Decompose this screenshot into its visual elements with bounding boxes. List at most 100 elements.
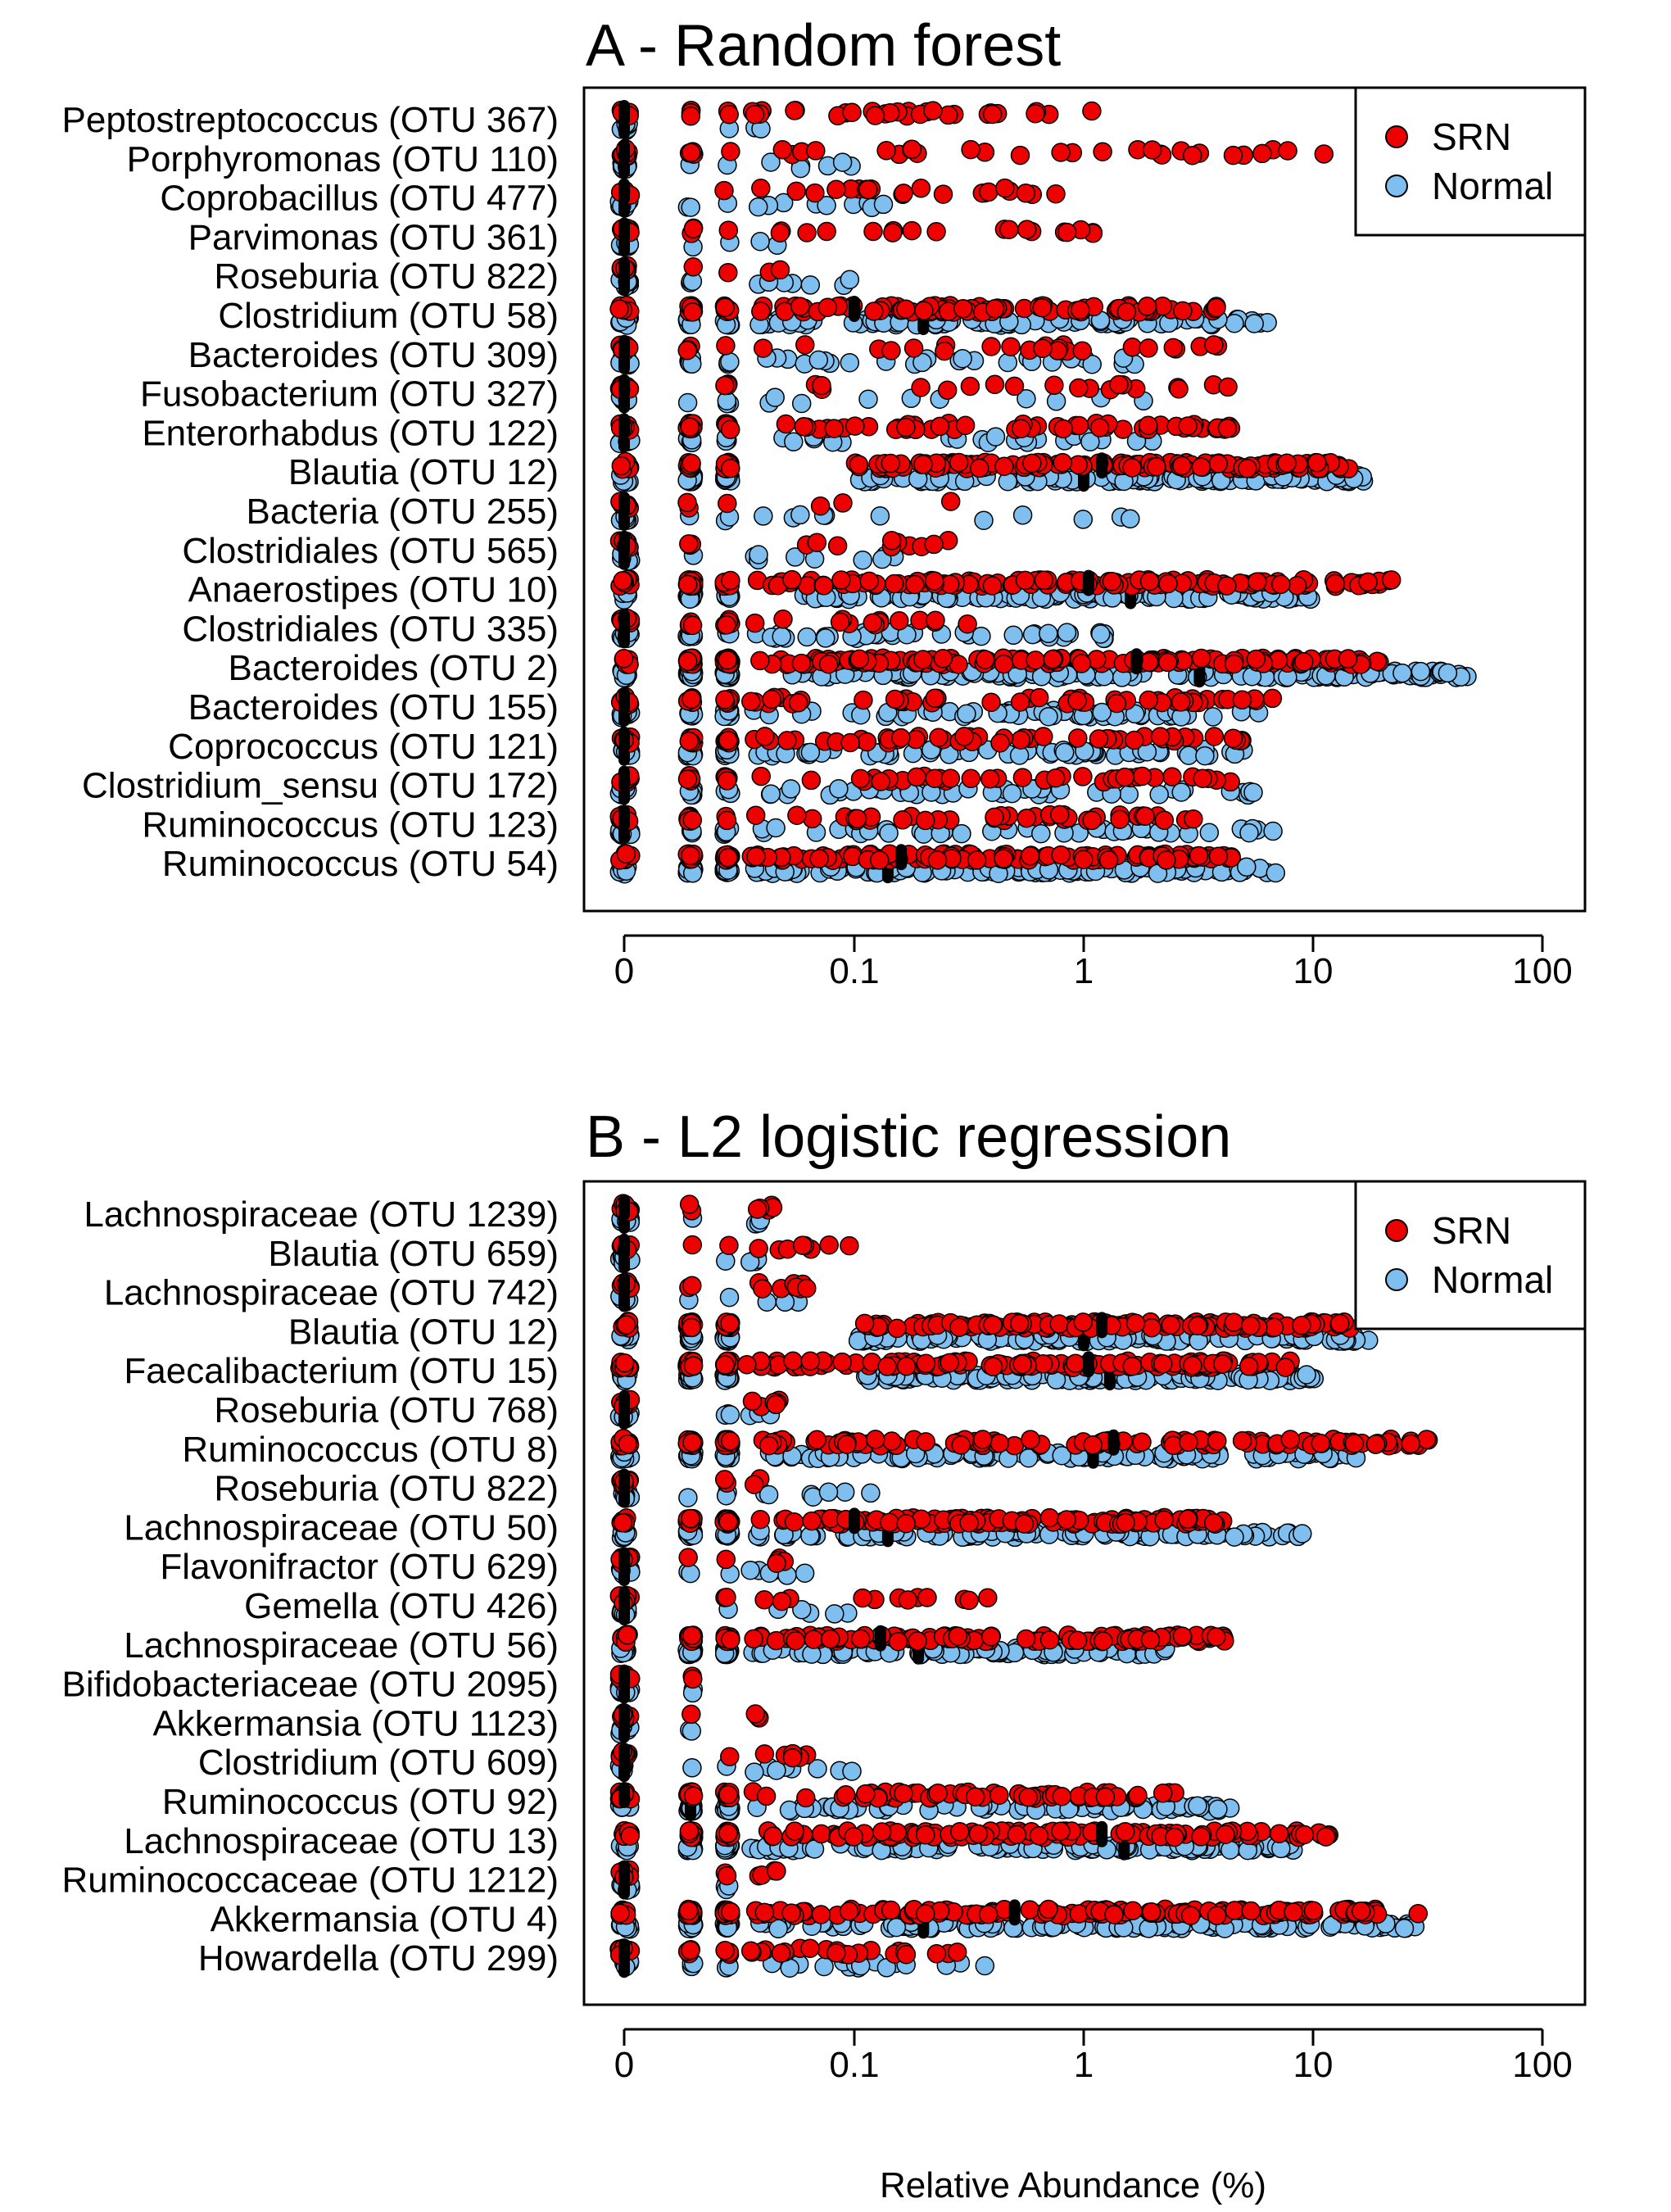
srn-point: [804, 1630, 824, 1649]
srn-point: [1262, 688, 1283, 709]
normal-point: [840, 270, 860, 290]
srn-point: [927, 850, 948, 870]
srn-point: [917, 1588, 937, 1607]
normal-point: [974, 510, 994, 530]
srn-point: [954, 727, 974, 746]
normal-point: [765, 388, 785, 407]
srn-point: [613, 1512, 633, 1533]
srn-point: [951, 1435, 971, 1455]
srn-point: [753, 338, 773, 358]
srn-point: [782, 569, 802, 590]
srn-point: [1053, 452, 1072, 473]
srn-point: [614, 649, 634, 669]
row-label: Lachnospiraceae (OTU 1239): [84, 1194, 559, 1235]
srn-point: [967, 850, 987, 870]
srn-point: [812, 375, 831, 396]
row-label: Bacteroides (OTU 155): [188, 687, 559, 728]
srn-point: [1107, 693, 1127, 714]
normal-point: [745, 1762, 764, 1782]
normal-point: [858, 389, 878, 410]
srn-point: [871, 772, 890, 791]
srn-point: [832, 1352, 852, 1372]
srn-point: [885, 689, 905, 709]
srn-point: [682, 1625, 702, 1646]
srn-point: [1021, 1430, 1040, 1449]
row-label: Coprococcus (OTU 121): [168, 727, 559, 767]
row-label: Enterorhabdus (OTU 122): [142, 413, 559, 453]
srn-point: [881, 341, 901, 360]
row-label: Ruminococcus (OTU 8): [182, 1430, 559, 1470]
srn-median: [618, 765, 630, 792]
srn-median: [1082, 569, 1094, 596]
srn-point: [903, 338, 924, 358]
srn-point: [759, 1435, 779, 1456]
normal-point: [985, 427, 1006, 446]
normal-point: [749, 545, 768, 564]
srn-point: [1154, 1510, 1174, 1530]
srn-point: [1011, 419, 1031, 439]
normal-point: [720, 352, 740, 372]
srn-point: [806, 141, 826, 161]
legend-box: [1354, 86, 1587, 237]
srn-point: [1338, 649, 1358, 669]
srn-point: [1049, 805, 1070, 825]
srn-median: [618, 805, 630, 832]
srn-point: [925, 688, 945, 708]
srn-point: [913, 650, 933, 669]
srn-point: [785, 101, 804, 120]
srn-point: [896, 417, 916, 437]
srn-median: [618, 1586, 630, 1612]
srn-point: [1163, 338, 1184, 358]
srn-point: [1147, 456, 1166, 477]
normal-point: [678, 1488, 698, 1507]
srn-point: [1057, 1510, 1076, 1530]
srn-point: [1073, 767, 1093, 786]
srn-point: [857, 732, 877, 752]
srn-point: [683, 1669, 703, 1689]
srn-point: [817, 297, 838, 318]
srn-point: [978, 1588, 998, 1608]
srn-point: [719, 104, 739, 125]
srn-point: [1240, 1316, 1261, 1336]
chart-title: B - L2 logistic regression: [586, 1104, 1231, 1170]
srn-point: [817, 221, 836, 242]
srn-point: [1212, 1354, 1233, 1374]
srn-point: [751, 766, 771, 786]
srn-point: [1161, 1315, 1181, 1335]
normal-point: [682, 1758, 702, 1778]
srn-point: [854, 1313, 875, 1334]
srn-point: [1067, 691, 1087, 710]
srn-median: [849, 296, 860, 322]
srn-point: [750, 1509, 771, 1530]
srn-point: [613, 571, 632, 591]
srn-point: [755, 727, 775, 746]
srn-point: [715, 690, 735, 709]
srn-point: [751, 179, 771, 198]
srn-point: [745, 613, 765, 633]
srn-point: [718, 730, 738, 750]
srn-point: [913, 455, 933, 474]
srn-point: [959, 1590, 979, 1611]
srn-point: [682, 810, 703, 830]
x-tick-label: 0: [614, 951, 634, 991]
srn-point: [753, 1279, 772, 1299]
srn-point: [994, 456, 1014, 476]
srn-median: [618, 138, 630, 165]
srn-median: [618, 413, 630, 440]
srn-point: [677, 574, 698, 595]
srn-median: [1096, 452, 1108, 479]
srn-point: [681, 107, 701, 126]
srn-point: [877, 1357, 897, 1376]
srn-point: [681, 143, 701, 163]
srn-point: [1178, 1509, 1198, 1530]
normal-point: [1149, 784, 1169, 805]
srn-point: [863, 221, 883, 242]
row-label: Lachnospiraceae (OTU 742): [104, 1273, 559, 1313]
srn-point: [881, 1431, 902, 1451]
normal-point: [795, 1563, 815, 1583]
srn-point: [824, 419, 845, 438]
srn-point: [1204, 727, 1225, 746]
srn-point: [1139, 571, 1160, 592]
srn-point: [1191, 648, 1211, 669]
srn-point: [1224, 1312, 1244, 1332]
